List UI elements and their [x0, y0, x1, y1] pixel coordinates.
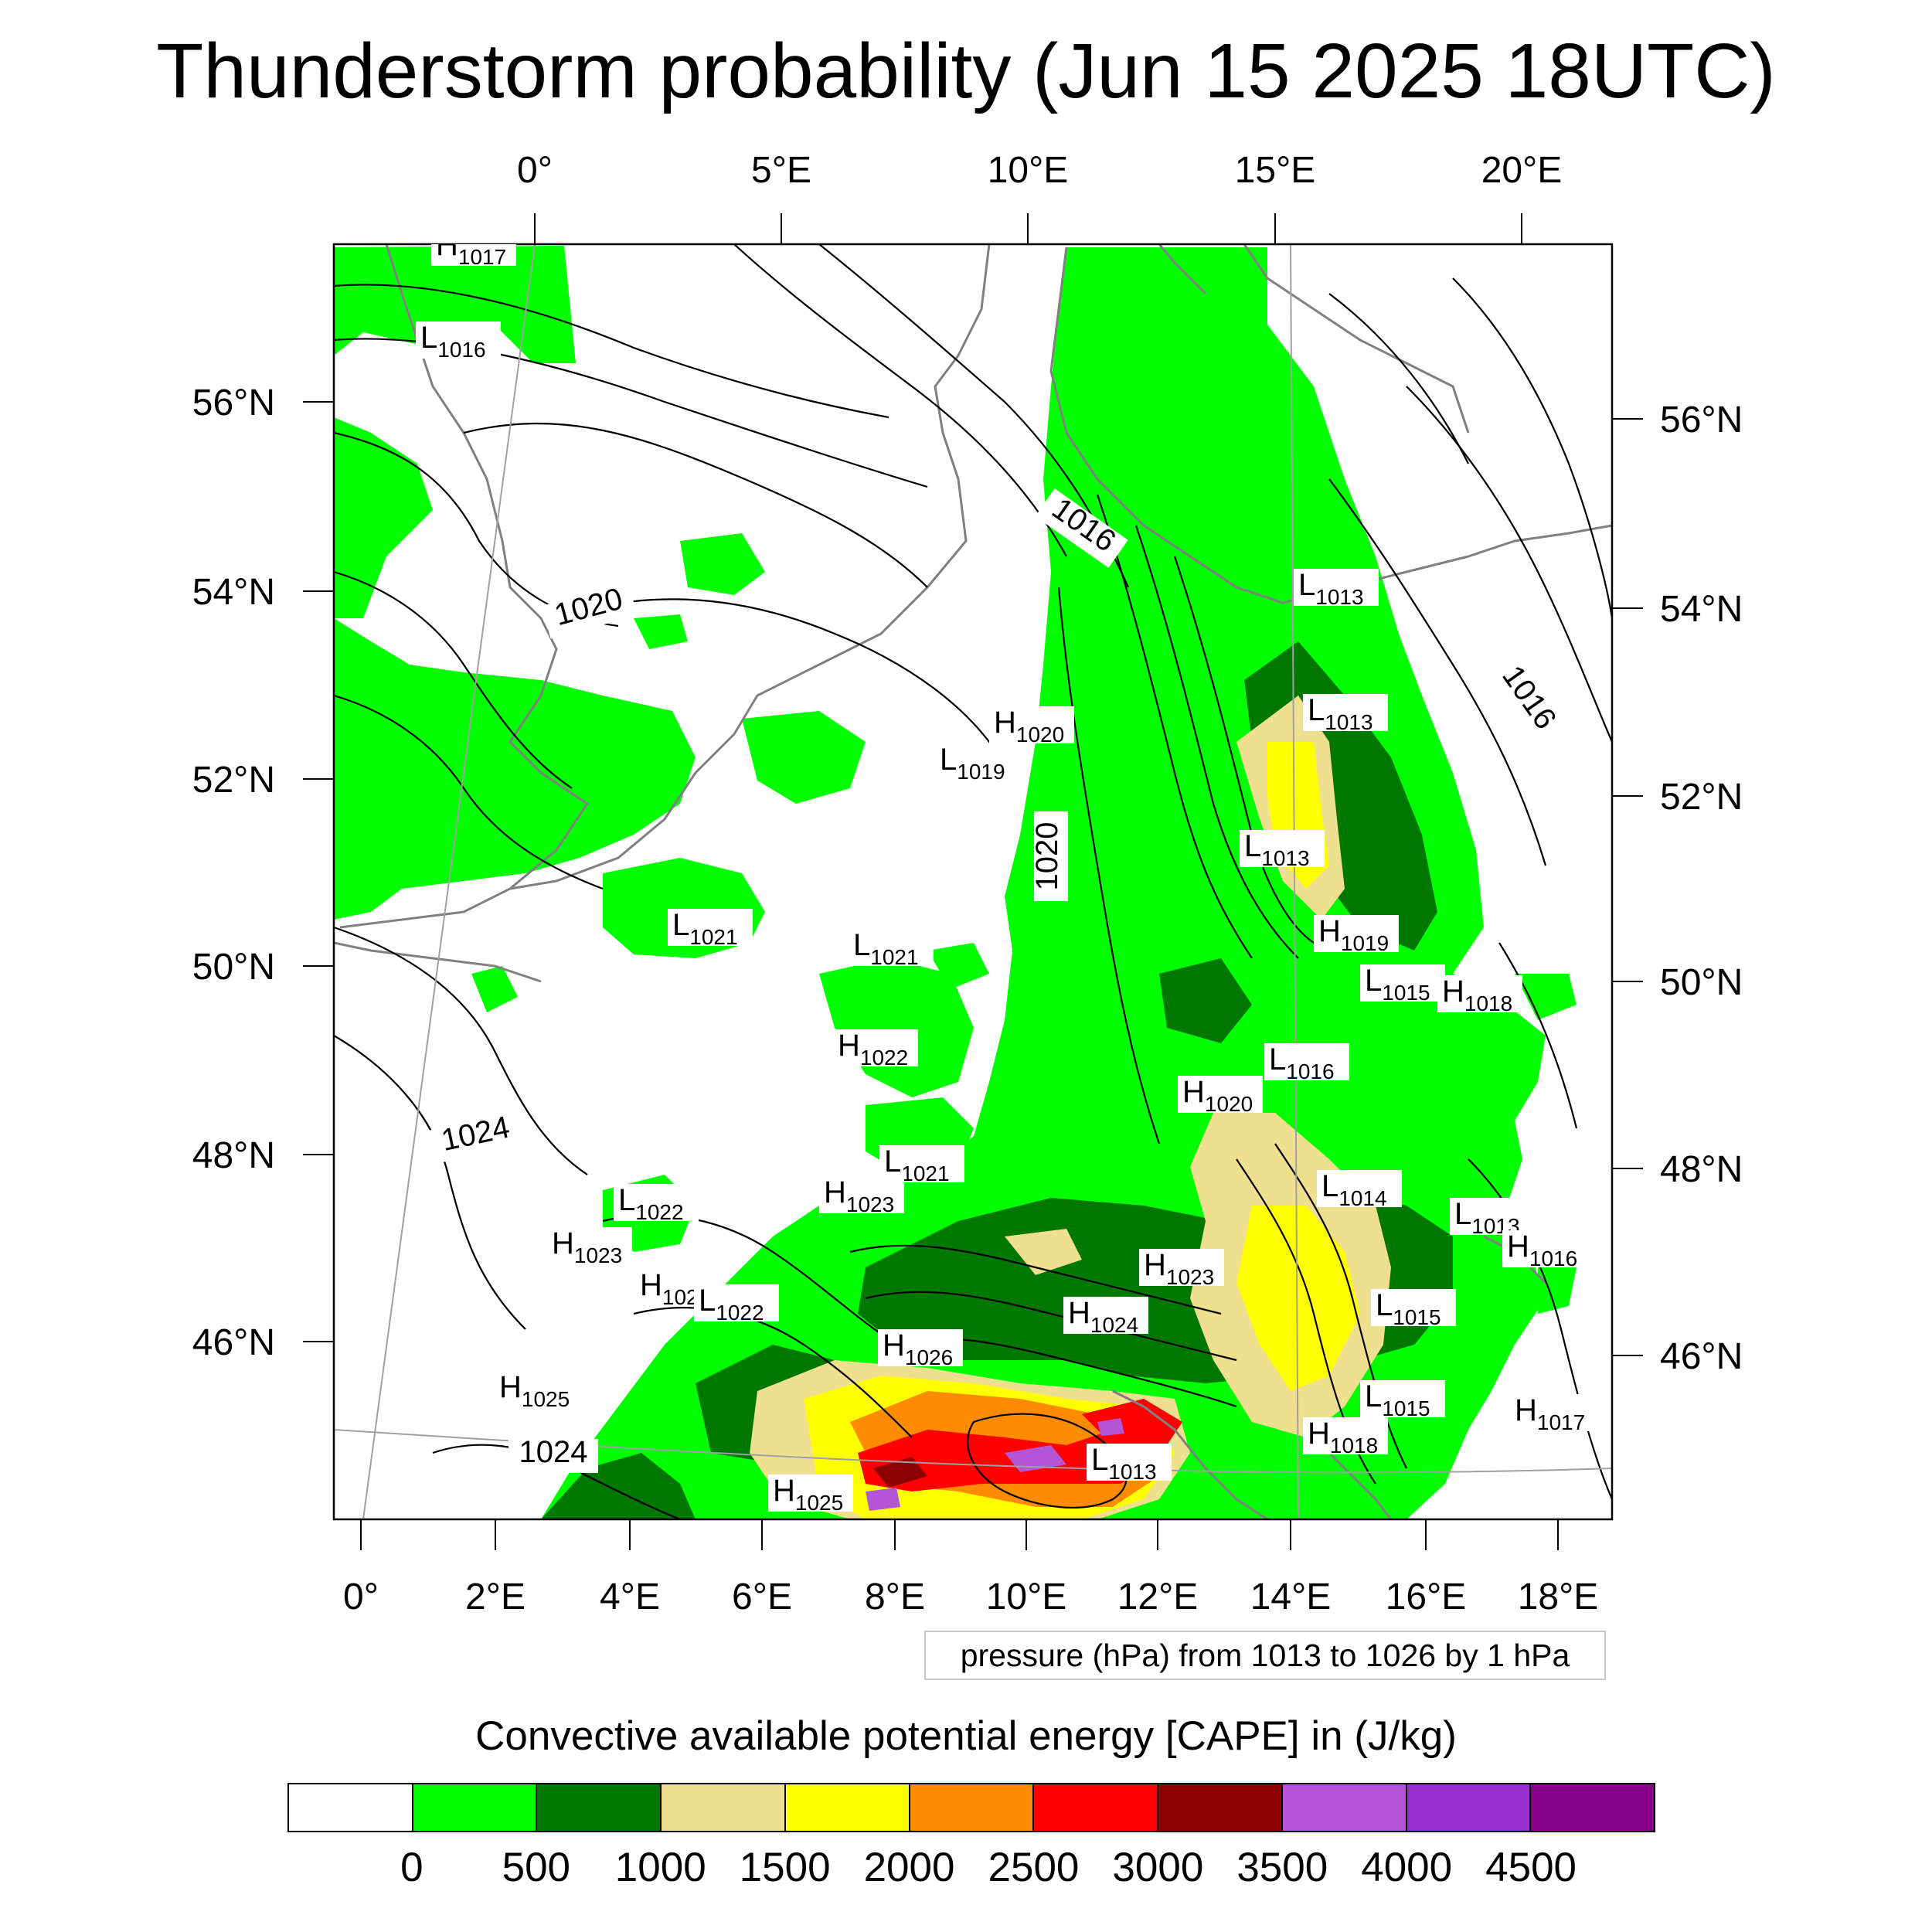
pressure-centre: H1026 — [883, 1328, 953, 1369]
pressure-centre: L1022 — [618, 1183, 684, 1224]
colorbar-label: 0 — [400, 1845, 423, 1890]
bottom-lon-label: 8°E — [865, 1577, 925, 1617]
bottom-lon-label: 14°E — [1250, 1577, 1332, 1617]
pressure-centre: H1020 — [1182, 1075, 1253, 1116]
left-lat-label: 52°N — [192, 760, 275, 801]
pressure-centre: H1023 — [552, 1226, 622, 1267]
pressure-centre: H1017 — [1515, 1393, 1585, 1434]
pressure-centre: L1015 — [1376, 1288, 1441, 1329]
colorbar-label: 500 — [502, 1845, 571, 1890]
graticule — [334, 244, 1612, 1519]
map-title: Thunderstorm probability (Jun 15 2025 18… — [156, 28, 1776, 114]
pressure-centres: H1017 L1016 L1013 L1013 H1020 L1019 L101… — [416, 228, 1595, 1515]
pressure-centre: H1025 — [773, 1474, 843, 1515]
pressure-centre: H1018 — [1308, 1417, 1378, 1458]
pressure-centre: H1023 — [1144, 1248, 1214, 1289]
left-lat-label: 46°N — [192, 1322, 275, 1363]
bottom-lon-label: 0° — [343, 1577, 379, 1617]
bottom-lon-label: 2°E — [465, 1577, 526, 1617]
right-lat-label: 48°N — [1660, 1149, 1743, 1190]
isobar-label: 1024 — [519, 1435, 588, 1469]
tick-marks — [303, 213, 1643, 1550]
top-lon-label: 5°E — [751, 150, 811, 191]
colorbar-label: 2000 — [863, 1845, 955, 1890]
pressure-centre: L1021 — [853, 928, 919, 969]
right-lat-label: 50°N — [1660, 962, 1743, 1003]
colorbar-label: 4000 — [1361, 1845, 1453, 1890]
top-lon-label: 15°E — [1235, 150, 1316, 191]
colorbar-swatch — [1406, 1784, 1532, 1831]
pressure-centre: L1022 — [699, 1284, 764, 1325]
left-lat-label: 56°N — [192, 383, 275, 423]
left-lat-label: 48°N — [192, 1135, 275, 1176]
coastlines — [334, 244, 1612, 1519]
pressure-centre: H1018 — [1442, 975, 1512, 1015]
colorbar-label: 1500 — [739, 1845, 831, 1890]
isobar-label: 1024 — [438, 1111, 512, 1158]
colorbar-label: 1000 — [614, 1845, 706, 1890]
bottom-lon-label: 12°E — [1117, 1577, 1199, 1617]
pressure-centre: H1016 — [1507, 1230, 1577, 1270]
right-lat-label: 56°N — [1660, 400, 1743, 440]
bottom-lon-label: 6°E — [732, 1577, 792, 1617]
bottom-lon-label: 10°E — [986, 1577, 1067, 1617]
top-lon-label: 10°E — [988, 150, 1069, 191]
bottom-lon-label: 16°E — [1386, 1577, 1467, 1617]
left-lat-label: 50°N — [192, 947, 275, 988]
pressure-centre: H1022 — [838, 1029, 908, 1070]
colorbar-label: 4500 — [1485, 1845, 1577, 1890]
top-lon-label: 20°E — [1481, 150, 1563, 191]
colorbar-swatch — [1282, 1784, 1407, 1831]
bottom-lon-label: 18°E — [1518, 1577, 1599, 1617]
pressure-centre: L1015 — [1365, 964, 1430, 1005]
colorbar-swatch — [1531, 1784, 1655, 1831]
cape-field — [334, 246, 1577, 1519]
pressure-centre: L1016 — [1269, 1043, 1335, 1083]
pressure-centre: L1013 — [1091, 1443, 1157, 1484]
colorbar-swatch — [537, 1784, 662, 1831]
right-lat-labels: 56°N 54°N 52°N 50°N 48°N 46°N — [1660, 400, 1743, 1377]
pressure-centre: L1013 — [1298, 568, 1364, 609]
pressure-centre: L1019 — [940, 743, 1005, 784]
pressure-centre: L1021 — [672, 908, 738, 949]
colorbar-swatch — [910, 1784, 1035, 1831]
pressure-centre: H1023 — [824, 1175, 894, 1216]
right-lat-label: 46°N — [1660, 1336, 1743, 1377]
colorbar-swatch — [289, 1784, 413, 1831]
top-lon-labels: 0° 5°E 10°E 15°E 20°E — [517, 150, 1562, 191]
pressure-centre: H1024 — [1068, 1296, 1138, 1337]
isobar-label: 1020 — [1030, 822, 1064, 891]
pressure-centre: L1015 — [1365, 1379, 1430, 1420]
left-lat-labels: 56°N 54°N 52°N 50°N 48°N 46°N — [192, 383, 275, 1363]
pressure-centre: L1013 — [1454, 1197, 1520, 1238]
colorbar — [287, 1783, 1655, 1832]
left-lat-label: 54°N — [192, 572, 275, 613]
top-lon-label: 0° — [517, 150, 553, 191]
right-lat-label: 52°N — [1660, 777, 1743, 818]
pressure-centre: L1014 — [1321, 1169, 1387, 1210]
colorbar-swatch — [413, 1784, 538, 1831]
colorbar-swatch — [1158, 1784, 1283, 1831]
colorbar-swatch — [785, 1784, 910, 1831]
right-lat-label: 54°N — [1660, 589, 1743, 630]
colorbar-label: 3000 — [1112, 1845, 1204, 1890]
pressure-centre: L1013 — [1308, 693, 1373, 734]
colorbar-swatch — [662, 1784, 786, 1831]
pressure-centre: H1019 — [1318, 914, 1389, 955]
pressure-centre: L1016 — [420, 321, 486, 362]
pressure-centre: L1021 — [884, 1145, 950, 1185]
bottom-lon-label: 4°E — [600, 1577, 660, 1617]
colorbar-swatch — [1034, 1784, 1159, 1831]
pressure-centre: H1017 — [436, 228, 506, 269]
pressure-centre: H1020 — [994, 706, 1064, 747]
pressure-centre: H1025 — [499, 1370, 570, 1411]
plot-frame — [332, 243, 1614, 1521]
colorbar-label: 2500 — [988, 1845, 1080, 1890]
pressure-centre: L1013 — [1244, 829, 1310, 870]
bottom-lon-labels: 0° 2°E 4°E 6°E 8°E 10°E 12°E 14°E 16°E 1… — [343, 1577, 1598, 1617]
colorbar-label: 3500 — [1236, 1845, 1328, 1890]
contour-info-label: pressure (hPa) from 1013 to 1026 by 1 hP… — [924, 1631, 1606, 1680]
colorbar-title: Convective available potential energy [C… — [475, 1713, 1457, 1759]
